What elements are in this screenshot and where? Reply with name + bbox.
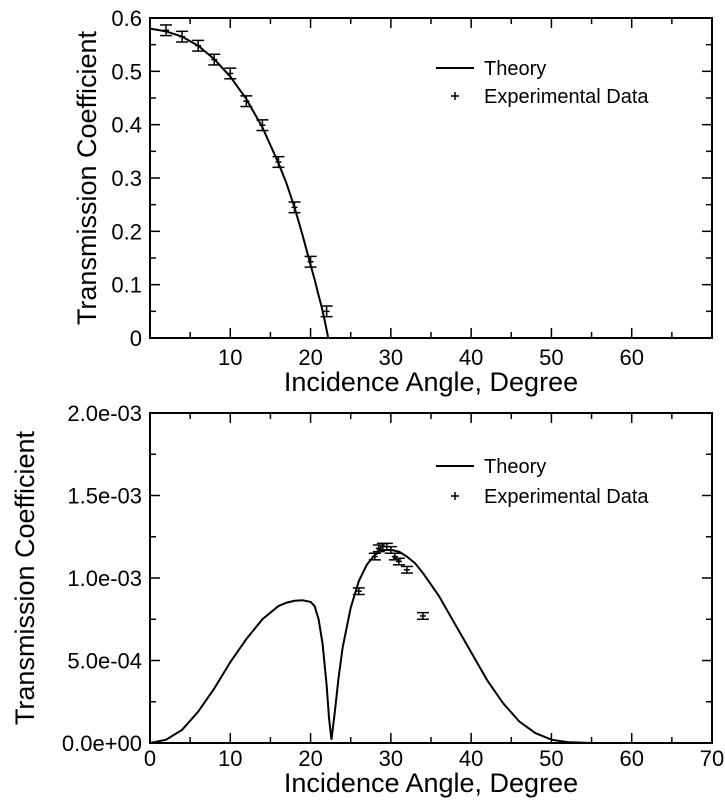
legend-label-theory: Theory <box>484 58 546 80</box>
y-tick-label: 0.1 <box>111 273 142 298</box>
chart-panel-2: 0 10 20 30 40 50 60 70 0.0e+00 5.0e-04 1.0e-03 1.5e… <box>10 401 724 798</box>
x-axis-label: Incidence Angle, Degree <box>284 367 578 397</box>
y-tick-label: 5.0e-04 <box>67 649 142 674</box>
data-point <box>320 305 333 318</box>
legend: Theory Experimental Data <box>436 456 649 508</box>
x-tick-label: 60 <box>619 746 643 771</box>
x-tick-label: 10 <box>218 746 242 771</box>
data-point <box>272 155 285 169</box>
y-tick-label: 1.5e-03 <box>67 484 142 509</box>
x-tick-label: 40 <box>459 345 483 370</box>
legend-label-experimental: Experimental Data <box>484 486 649 508</box>
y-tick-label: 0 <box>130 326 142 351</box>
x-tick-label: 20 <box>298 345 322 370</box>
x-tick-label: 50 <box>539 746 563 771</box>
plot-frame <box>149 412 713 744</box>
y-tick-label: 0.6 <box>111 6 142 31</box>
x-tick-label: 20 <box>298 746 322 771</box>
x-tick-label: 70 <box>700 746 724 771</box>
data-point <box>416 611 429 620</box>
x-tick-label: 50 <box>539 345 563 370</box>
data-point <box>160 24 173 37</box>
y-tick-label: 0.3 <box>111 166 142 191</box>
x-tick-label: 60 <box>619 345 643 370</box>
y-axis-label: Transmission Coefficient <box>10 430 40 725</box>
x-tick-label: 30 <box>379 746 403 771</box>
y-tick-label: 0.5 <box>111 59 142 84</box>
x-tick-label: 30 <box>379 345 403 370</box>
chart-panel-1: 10 20 30 40 50 60 0 0.1 0.2 0.3 0.4 0.5 0.6 Incidence… <box>72 6 713 397</box>
data-point <box>392 557 405 566</box>
legend-label-experimental: Experimental Data <box>484 86 649 108</box>
legend-label-theory: Theory <box>484 456 546 478</box>
data-point <box>352 587 365 596</box>
legend: Theory Experimental Data <box>436 58 649 108</box>
y-tick-label: 2.0e-03 <box>67 401 142 426</box>
y-axis-label: Transmission Coefficient <box>72 30 102 325</box>
theory-curve <box>150 548 712 743</box>
data-point <box>240 95 253 108</box>
plot-frame <box>149 17 713 339</box>
data-point <box>224 67 237 80</box>
data-point <box>208 53 221 66</box>
data-point <box>304 255 317 268</box>
y-tick-label: 0.2 <box>111 219 142 244</box>
data-point <box>192 39 205 52</box>
data-point <box>288 201 301 214</box>
x-tick-label: 10 <box>218 345 242 370</box>
y-tick-label: 0.0e+00 <box>62 731 142 756</box>
y-tick-label: 0.4 <box>111 113 142 138</box>
data-point <box>368 552 381 561</box>
data-point <box>176 30 189 43</box>
data-point <box>256 119 269 132</box>
x-axis-label: Incidence Angle, Degree <box>284 768 578 798</box>
x-tick-label: 0 <box>144 746 156 771</box>
y-tick-label: 1.0e-03 <box>67 566 142 591</box>
data-point <box>400 565 413 574</box>
theory-curve <box>150 27 330 338</box>
x-tick-label: 40 <box>459 746 483 771</box>
